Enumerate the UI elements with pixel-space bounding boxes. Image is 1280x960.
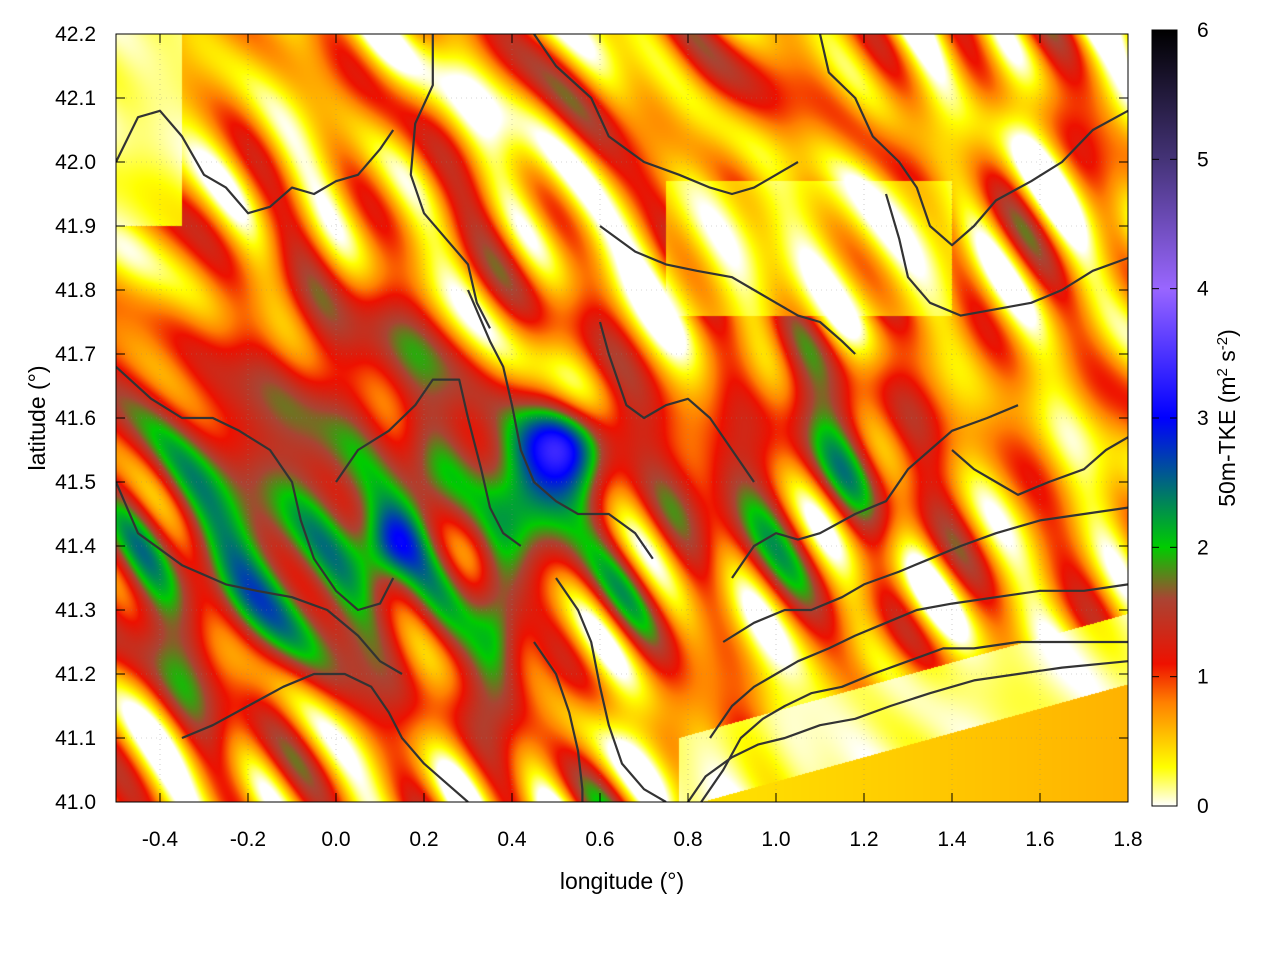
contour-line (599, 225, 856, 355)
colorbar-tick-label: 4 (1197, 278, 1209, 301)
x-axis-title: longitude (°) (560, 868, 684, 894)
y-tick-label: 41.1 (55, 727, 96, 750)
contour-line (116, 365, 395, 612)
y-tick-label: 41.9 (55, 215, 96, 238)
y-tick-label: 41.7 (55, 343, 96, 366)
colorbar-tick-label: 6 (1197, 19, 1209, 42)
colorbar-tick-label: 5 (1197, 148, 1209, 171)
colorbar-tick-label: 0 (1197, 795, 1209, 818)
contour-line (116, 109, 395, 215)
y-tick-label: 42.2 (55, 23, 96, 46)
y-tick-label: 41.3 (55, 599, 96, 622)
contour-line (709, 583, 1128, 739)
contour-line (466, 289, 654, 560)
contour-line (598, 321, 755, 483)
x-tick-label: 1.8 (1113, 828, 1142, 851)
y-tick-label: 42.1 (55, 87, 96, 110)
colorbar-title-sup2: -2 (1214, 337, 1231, 350)
contour-line (884, 193, 1128, 317)
y-tick-label: 41.2 (55, 663, 96, 686)
colorbar-title-sup1: 2 (1214, 368, 1231, 376)
contour-line (731, 404, 1019, 579)
x-tick-label: 0.0 (321, 828, 350, 851)
x-tick-labels: -0.4 -0.2 0.0 0.2 0.4 0.6 0.8 1.0 1.2 1.4 1.6 1.8 (142, 828, 1143, 851)
y-tick-label: 41.8 (55, 279, 96, 302)
colorbar-tick-label: 1 (1197, 666, 1209, 689)
terrain-contours (116, 34, 1128, 802)
contour-line (533, 34, 799, 196)
colorbar-title-mid: s (1214, 350, 1240, 368)
y-axis-title: latitude (°) (24, 365, 50, 470)
y-tick-label: 41.0 (55, 791, 96, 814)
y-tick-label: 42.0 (55, 151, 96, 174)
x-tick-label: 1.0 (761, 828, 790, 851)
y-tick-label: 41.5 (55, 471, 96, 494)
colorbar-title: 50m-TKE (m2 s-2) (1214, 329, 1241, 507)
heatmap-area (116, 34, 1128, 802)
y-tick-labels: 41.0 41.1 41.2 41.3 41.4 41.5 41.6 41.7 41.8 41.9… (55, 23, 96, 814)
contour-line (555, 577, 667, 802)
x-tick-label: 0.8 (673, 828, 702, 851)
x-tick-label: 1.6 (1025, 828, 1054, 851)
x-tick-label: 0.6 (585, 828, 614, 851)
contour-line (116, 481, 403, 675)
x-tick-label: 1.2 (849, 828, 878, 851)
contour-line (181, 672, 469, 802)
contour-line (722, 506, 1128, 643)
x-tick-label: 0.2 (409, 828, 438, 851)
x-tick-label: 0.4 (497, 828, 527, 851)
colorbar-title-end: ) (1214, 329, 1240, 337)
colorbar-tick-label: 2 (1197, 536, 1209, 559)
colorbar-tick-label: 3 (1197, 407, 1209, 430)
y-tick-label: 41.4 (55, 535, 96, 558)
contour-line (533, 641, 584, 802)
contour-line (409, 34, 491, 329)
contour-line (951, 436, 1128, 496)
x-tick-label: 1.4 (937, 828, 967, 851)
x-tick-label: -0.4 (142, 828, 179, 851)
contour-line (687, 660, 1128, 802)
x-tick-label: -0.2 (230, 828, 266, 851)
y-tick-label: 41.6 (55, 407, 96, 430)
contour-line (335, 378, 522, 547)
axis-ticks (116, 33, 1129, 803)
colorbar-ticks: 0 1 2 3 4 5 6 (1152, 19, 1209, 818)
colorbar-title-main: 50m-TKE (m (1214, 376, 1240, 506)
contour-line (700, 640, 1128, 802)
contour-line (818, 34, 1128, 247)
